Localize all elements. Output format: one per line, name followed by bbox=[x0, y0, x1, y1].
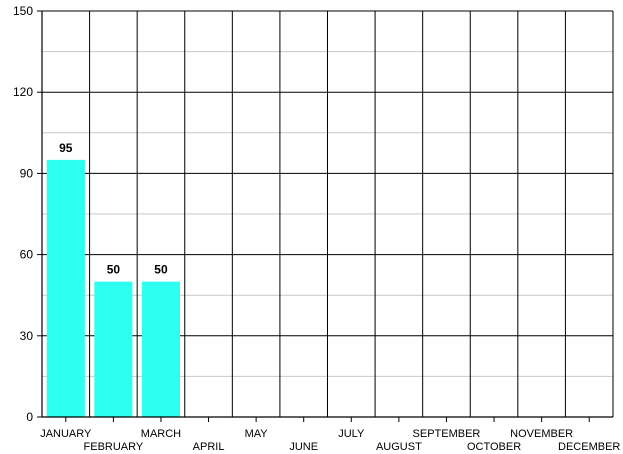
bars-layer bbox=[46, 159, 180, 417]
x-tick-label-march: MARCH bbox=[141, 428, 181, 440]
data-label-february: 50 bbox=[107, 263, 121, 277]
x-tick-label-august: AUGUST bbox=[376, 441, 422, 453]
data-label-january: 95 bbox=[59, 141, 73, 155]
bar-january bbox=[46, 159, 85, 417]
bar-february bbox=[94, 281, 133, 417]
data-label-march: 50 bbox=[154, 263, 168, 277]
x-tick-label-october: OCTOBER bbox=[467, 441, 521, 453]
axis-layer bbox=[37, 10, 613, 422]
x-tick-label-june: JUNE bbox=[289, 441, 318, 453]
x-tick-label-july: JULY bbox=[338, 428, 365, 440]
x-tick-label-september: SEPTEMBER bbox=[413, 428, 481, 440]
x-tick-label-january: JANUARY bbox=[40, 428, 92, 440]
x-tick-label-november: NOVEMBER bbox=[510, 428, 573, 440]
y-tick-label: 150 bbox=[13, 4, 33, 18]
y-tick-label: 0 bbox=[26, 410, 33, 424]
x-tick-label-april: APRIL bbox=[193, 441, 225, 453]
y-tick-label: 30 bbox=[20, 329, 34, 343]
x-tick-label-december: DECEMBER bbox=[558, 441, 620, 453]
x-tick-label-may: MAY bbox=[245, 428, 269, 440]
x-tick-label-february: FEBRUARY bbox=[84, 441, 144, 453]
bar-march bbox=[141, 281, 180, 417]
y-tick-label: 60 bbox=[20, 248, 34, 262]
y-tick-label: 90 bbox=[20, 166, 34, 180]
y-tick-label: 120 bbox=[13, 85, 33, 99]
